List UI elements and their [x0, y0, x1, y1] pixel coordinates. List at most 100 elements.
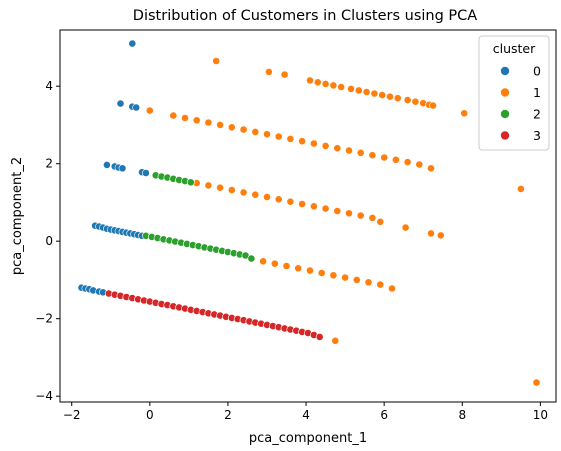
y-tick-label: 2	[45, 157, 53, 171]
data-point-cluster-1	[239, 125, 248, 134]
data-point-cluster-1	[333, 144, 342, 153]
data-point-cluster-1	[370, 89, 379, 98]
legend-marker-2	[500, 109, 510, 119]
x-tick-label: 2	[224, 408, 232, 422]
data-point-cluster-1	[376, 280, 385, 289]
plot-frame	[59, 29, 557, 403]
data-point-cluster-0	[128, 39, 137, 48]
data-point-cluster-1	[259, 257, 267, 266]
data-point-cluster-1	[274, 195, 283, 204]
data-point-cluster-1	[309, 139, 318, 148]
y-axis-ticks: −4 −2 0 2 4	[35, 79, 60, 403]
data-point-cluster-1	[263, 130, 271, 139]
data-point-cluster-1	[436, 231, 445, 240]
legend-label-1: 1	[533, 85, 541, 100]
data-point-cluster-1	[227, 123, 236, 132]
legend-label-3: 3	[533, 128, 541, 143]
data-point-cluster-1	[517, 184, 525, 193]
legend-box	[478, 35, 550, 151]
data-point-cluster-0	[141, 169, 150, 177]
data-point-cluster-1	[313, 78, 322, 87]
data-point-cluster-0	[132, 103, 141, 112]
data-point-cluster-0	[118, 164, 127, 173]
legend-title: cluster	[493, 41, 536, 56]
data-point-cluster-1	[427, 229, 435, 238]
data-point-cluster-1	[391, 155, 400, 164]
data-point-cluster-0	[103, 160, 111, 169]
data-point-cluster-1	[298, 137, 306, 146]
data-point-cluster-2	[247, 254, 256, 263]
data-point-cluster-1	[251, 127, 260, 136]
data-point-cluster-1	[264, 68, 273, 76]
data-point-cluster-3	[315, 332, 324, 341]
data-point-cluster-1	[216, 121, 224, 129]
data-point-cluster-1	[354, 86, 363, 95]
legend-items: 0 1 2 3	[500, 64, 541, 143]
data-point-cluster-1	[169, 111, 178, 120]
x-axis-ticks: −2 0 2 4 6 8 10	[63, 402, 548, 422]
x-tick-label: 10	[533, 408, 548, 422]
data-point-cluster-1	[532, 378, 541, 387]
x-axis-label: pca_component_1	[249, 431, 367, 446]
legend-marker-3	[500, 130, 510, 141]
data-point-cluster-1	[329, 271, 338, 280]
data-point-cluster-1	[263, 193, 271, 201]
data-point-cluster-1	[204, 181, 213, 190]
data-point-cluster-1	[368, 213, 377, 222]
data-point-cluster-1	[286, 197, 295, 206]
data-point-cluster-1	[181, 114, 189, 122]
data-point-cluster-1	[403, 96, 412, 104]
data-point-cluster-1	[321, 80, 330, 88]
data-point-cluster-2	[186, 178, 195, 187]
legend-marker-1	[500, 87, 510, 98]
data-point-cluster-1	[270, 259, 279, 268]
x-tick-label: −2	[63, 408, 81, 422]
data-point-cluster-1	[337, 83, 346, 91]
data-point-cluster-1	[341, 273, 349, 282]
data-point-cluster-1	[321, 204, 330, 213]
data-point-cluster-1	[427, 164, 435, 173]
x-tick-label: 4	[302, 408, 310, 422]
data-point-cluster-1	[378, 91, 387, 99]
legend-label-0: 0	[533, 64, 541, 79]
data-point-cluster-1	[376, 217, 385, 226]
data-point-cluster-1	[212, 57, 221, 65]
data-point-cluster-1	[298, 200, 306, 208]
data-point-cluster-1	[380, 153, 389, 162]
x-tick-label: 6	[380, 408, 388, 422]
data-point-cluster-1	[386, 92, 394, 101]
x-tick-label: 8	[458, 408, 466, 422]
data-point-cluster-1	[227, 186, 236, 194]
data-point-cluster-1	[415, 160, 424, 169]
legend: cluster 0 1 2 3	[478, 35, 550, 151]
data-point-cluster-1	[460, 109, 469, 118]
data-point-cluster-1	[239, 188, 248, 197]
y-tick-label: 4	[45, 79, 53, 93]
data-point-cluster-1	[294, 264, 303, 273]
y-axis-label: pca_component_2	[10, 157, 25, 275]
data-point-cluster-1	[352, 275, 361, 284]
data-point-cluster-1	[429, 101, 437, 110]
data-point-cluster-1	[368, 151, 377, 160]
data-point-cluster-1	[388, 284, 396, 293]
points-layer	[77, 39, 541, 387]
data-point-cluster-1	[362, 88, 371, 96]
data-point-cluster-1	[282, 262, 291, 270]
data-point-cluster-1	[216, 183, 224, 192]
y-tick-label: −2	[35, 312, 53, 326]
data-point-cluster-1	[309, 202, 318, 211]
data-point-cluster-1	[145, 106, 154, 115]
data-point-cluster-1	[333, 207, 342, 215]
data-point-cluster-1	[306, 266, 314, 275]
data-point-cluster-1	[329, 81, 338, 90]
data-point-cluster-1	[331, 336, 340, 345]
legend-label-2: 2	[533, 107, 541, 122]
chart-title: Distribution of Customers in Clusters us…	[133, 8, 477, 24]
data-point-cluster-1	[251, 190, 260, 199]
data-point-cluster-1	[403, 158, 412, 166]
data-point-cluster-1	[192, 116, 201, 125]
y-tick-label: −4	[35, 389, 53, 403]
data-point-cluster-1	[306, 76, 314, 85]
data-point-cluster-1	[286, 134, 295, 143]
data-point-cluster-1	[347, 85, 355, 93]
